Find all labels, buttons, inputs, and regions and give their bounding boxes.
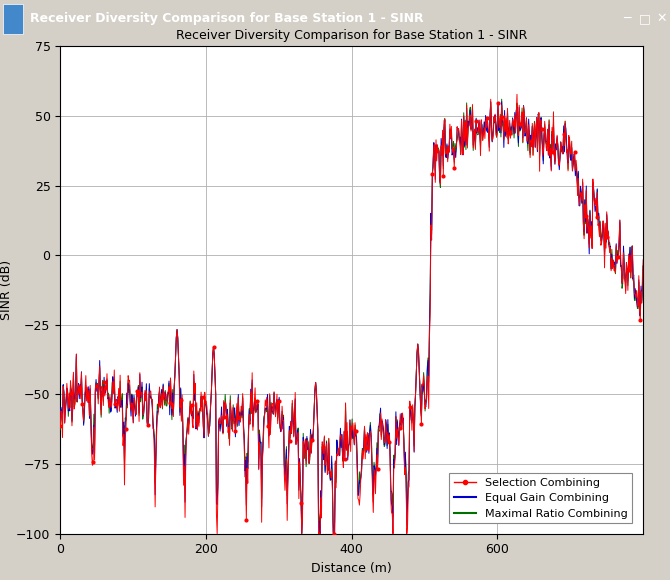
Equal Gain Combining <box>92 376 100 383</box>
Selection Combining <box>499 113 507 119</box>
Selection Combining <box>395 425 403 432</box>
Maximal Ratio Combining <box>92 379 100 386</box>
Equal Gain Combining <box>498 98 506 105</box>
Equal Gain Combining <box>395 422 403 429</box>
Equal Gain Combining <box>56 419 64 426</box>
Selection Combining <box>56 423 64 430</box>
Selection Combining <box>428 171 436 177</box>
Maximal Ratio Combining <box>395 423 403 430</box>
Text: Receiver Diversity Comparison for Base Station 1 - SINR: Receiver Diversity Comparison for Base S… <box>30 12 423 26</box>
X-axis label: Distance (m): Distance (m) <box>312 562 392 575</box>
Selection Combining <box>411 403 419 410</box>
Line: Equal Gain Combining: Equal Gain Combining <box>60 102 643 534</box>
Line: Maximal Ratio Combining: Maximal Ratio Combining <box>60 99 643 534</box>
Selection Combining <box>639 256 647 263</box>
Equal Gain Combining <box>559 122 567 129</box>
Selection Combining <box>213 530 221 537</box>
Equal Gain Combining <box>428 172 436 179</box>
Equal Gain Combining <box>500 144 508 151</box>
Maximal Ratio Combining <box>559 126 567 133</box>
Maximal Ratio Combining <box>639 263 647 270</box>
Maximal Ratio Combining <box>500 135 508 142</box>
Maximal Ratio Combining <box>411 403 419 410</box>
Equal Gain Combining <box>411 403 419 410</box>
Text: ─: ─ <box>622 12 630 26</box>
Maximal Ratio Combining <box>330 530 338 537</box>
Selection Combining <box>559 130 567 137</box>
Selection Combining <box>92 380 100 387</box>
Maximal Ratio Combining <box>428 169 436 176</box>
Maximal Ratio Combining <box>498 96 506 103</box>
Y-axis label: SINR (dB): SINR (dB) <box>1 260 13 320</box>
Equal Gain Combining <box>297 530 306 537</box>
Text: □: □ <box>639 12 651 26</box>
Text: ✕: ✕ <box>657 12 667 26</box>
Legend: Selection Combining, Equal Gain Combining, Maximal Ratio Combining: Selection Combining, Equal Gain Combinin… <box>449 473 632 523</box>
Selection Combining <box>513 91 521 98</box>
Equal Gain Combining <box>639 262 647 269</box>
Line: Selection Combining: Selection Combining <box>60 95 643 534</box>
Bar <box>3 3 23 34</box>
Title: Receiver Diversity Comparison for Base Station 1 - SINR: Receiver Diversity Comparison for Base S… <box>176 30 527 42</box>
Maximal Ratio Combining <box>56 426 64 433</box>
